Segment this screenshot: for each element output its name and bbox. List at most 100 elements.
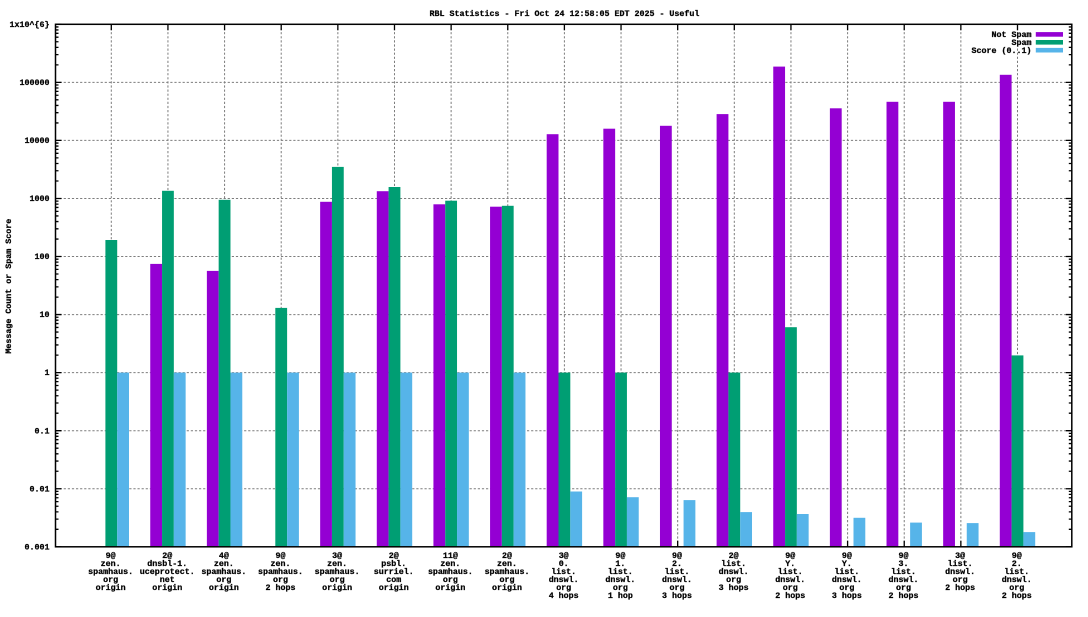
svg-text:org: org (953, 575, 968, 585)
svg-text:zen.: zen. (101, 559, 121, 569)
svg-text:org: org (726, 575, 741, 585)
svg-text:1000: 1000 (30, 194, 50, 204)
svg-text:9@: 9@ (672, 551, 682, 561)
svg-text:surriel.: surriel. (374, 567, 414, 577)
svg-text:list.: list. (608, 567, 633, 577)
svg-text:list.: list. (834, 567, 859, 577)
svg-text:9@: 9@ (106, 551, 116, 561)
svg-text:dnswl.: dnswl. (605, 575, 635, 585)
svg-text:uceprotect.: uceprotect. (140, 567, 195, 577)
svg-text:9@: 9@ (615, 551, 625, 561)
svg-text:origin: origin (152, 583, 182, 593)
svg-text:org: org (613, 583, 628, 593)
svg-text:1x10^{6}: 1x10^{6} (10, 20, 50, 30)
svg-text:origin: origin (322, 583, 352, 593)
svg-text:org: org (216, 575, 231, 585)
svg-text:2@: 2@ (389, 551, 399, 561)
svg-text:Score (0..1): Score (0..1) (972, 46, 1032, 56)
svg-text:list.: list. (664, 567, 689, 577)
svg-text:psbl.: psbl. (381, 559, 406, 569)
svg-text:org: org (443, 575, 458, 585)
svg-text:1.: 1. (615, 559, 625, 569)
svg-text:dnsbl-1.: dnsbl-1. (147, 559, 187, 569)
svg-text:9@: 9@ (1012, 551, 1022, 561)
svg-text:spamhaus.: spamhaus. (201, 567, 246, 577)
svg-text:org: org (273, 575, 288, 585)
svg-text:list.: list. (551, 567, 576, 577)
svg-text:10000: 10000 (25, 136, 50, 146)
svg-text:2 hops: 2 hops (775, 591, 805, 601)
svg-text:org: org (896, 583, 911, 593)
svg-text:2@: 2@ (502, 551, 512, 561)
svg-text:list.: list. (721, 559, 746, 569)
svg-text:Message Count or Spam Score: Message Count or Spam Score (4, 219, 14, 354)
svg-text:spamhaus.: spamhaus. (428, 567, 473, 577)
svg-text:dnswl.: dnswl. (775, 575, 805, 585)
svg-text:0.01: 0.01 (30, 484, 50, 494)
svg-text:10: 10 (40, 310, 50, 320)
svg-text:0.001: 0.001 (25, 542, 50, 552)
svg-text:spamhaus.: spamhaus. (315, 567, 360, 577)
svg-text:9@: 9@ (842, 551, 852, 561)
svg-text:zen.: zen. (497, 559, 517, 569)
svg-text:2@: 2@ (729, 551, 739, 561)
svg-text:dnswl.: dnswl. (662, 575, 692, 585)
svg-text:Spam: Spam (1012, 38, 1032, 48)
svg-text:org: org (783, 583, 798, 593)
svg-text:origin: origin (96, 583, 126, 593)
svg-text:100: 100 (35, 252, 50, 262)
svg-text:net: net (160, 575, 175, 585)
svg-text:2 hops: 2 hops (266, 583, 296, 593)
svg-text:9@: 9@ (899, 551, 909, 561)
svg-text:dnswl.: dnswl. (719, 567, 749, 577)
svg-text:com: com (386, 575, 401, 585)
svg-text:4 hops: 4 hops (549, 591, 579, 601)
svg-text:3@: 3@ (332, 551, 342, 561)
svg-text:list.: list. (891, 567, 916, 577)
svg-text:9@: 9@ (276, 551, 286, 561)
svg-text:RBL Statistics - Fri Oct 24 12: RBL Statistics - Fri Oct 24 12:58:05 EDT… (430, 9, 700, 19)
svg-text:9@: 9@ (785, 551, 795, 561)
svg-text:origin: origin (379, 583, 409, 593)
svg-text:org: org (556, 583, 571, 593)
svg-text:3 hops: 3 hops (662, 591, 692, 601)
svg-text:zen.: zen. (271, 559, 291, 569)
svg-text:org: org (103, 575, 118, 585)
svg-text:spamhaus.: spamhaus. (88, 567, 133, 577)
svg-text:list.: list. (778, 567, 803, 577)
svg-text:origin: origin (435, 583, 465, 593)
svg-text:spamhaus.: spamhaus. (485, 567, 530, 577)
svg-text:0.: 0. (559, 559, 569, 569)
svg-text:zen.: zen. (327, 559, 347, 569)
svg-text:org: org (1009, 583, 1024, 593)
svg-text:11@: 11@ (443, 551, 458, 561)
svg-text:2.: 2. (1012, 559, 1022, 569)
svg-text:origin: origin (492, 583, 522, 593)
svg-text:2 hops: 2 hops (945, 583, 975, 593)
svg-text:2@: 2@ (162, 551, 172, 561)
svg-text:4@: 4@ (219, 551, 229, 561)
svg-text:dnswl.: dnswl. (549, 575, 579, 585)
svg-text:spamhaus.: spamhaus. (258, 567, 303, 577)
svg-text:org: org (839, 583, 854, 593)
svg-text:dnswl.: dnswl. (945, 567, 975, 577)
svg-text:dnswl.: dnswl. (832, 575, 862, 585)
svg-text:3.: 3. (899, 559, 909, 569)
svg-text:3 hops: 3 hops (719, 583, 749, 593)
svg-text:0.1: 0.1 (35, 426, 50, 436)
svg-text:origin: origin (209, 583, 239, 593)
svg-text:org: org (669, 583, 684, 593)
svg-text:org: org (500, 575, 515, 585)
svg-text:1 hop: 1 hop (608, 591, 633, 601)
svg-text:3@: 3@ (955, 551, 965, 561)
svg-text:3@: 3@ (559, 551, 569, 561)
svg-text:2 hops: 2 hops (1002, 591, 1032, 601)
svg-text:100000: 100000 (20, 78, 50, 88)
svg-text:2 hops: 2 hops (889, 591, 919, 601)
svg-text:2.: 2. (672, 559, 682, 569)
svg-text:zen.: zen. (214, 559, 234, 569)
svg-text:Y.: Y. (785, 559, 795, 569)
svg-text:dnswl.: dnswl. (889, 575, 919, 585)
svg-text:list.: list. (1004, 567, 1029, 577)
svg-text:Not Spam: Not Spam (992, 30, 1032, 40)
